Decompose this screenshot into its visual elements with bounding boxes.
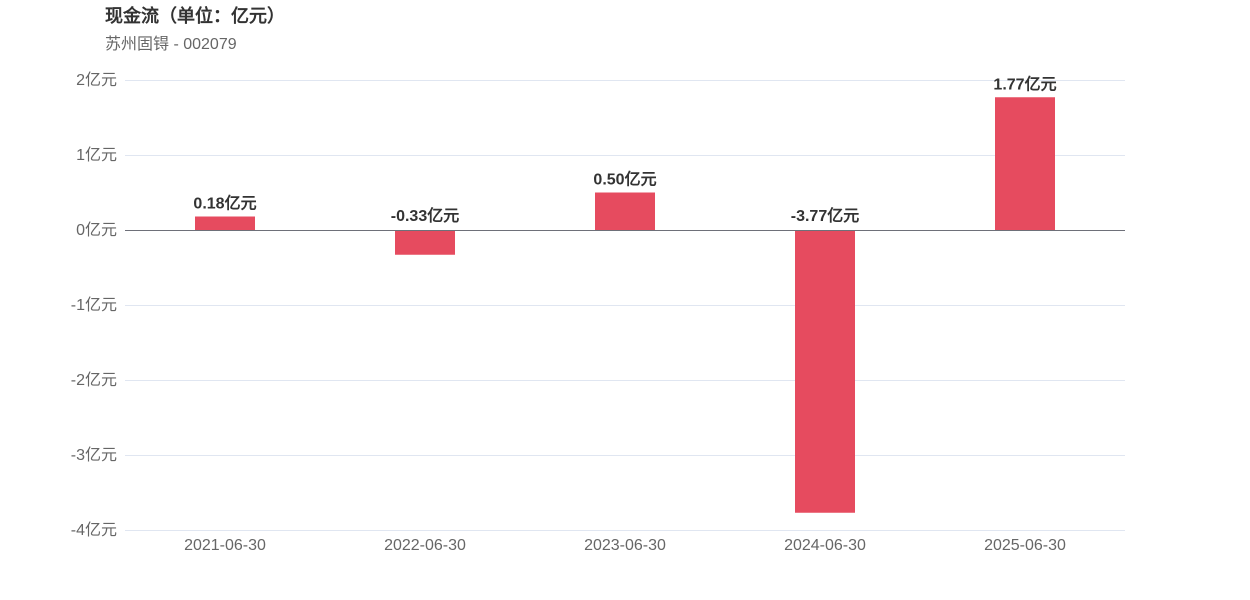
data-label: 0.50亿元 [593,170,656,189]
y-tick-label: -2亿元 [71,371,117,389]
bar [395,230,455,255]
x-axis-tick-labels: 2021-06-30 2022-06-30 2023-06-30 2024-06-30… [184,537,1066,554]
bar [795,230,855,513]
x-tick-label: 2023-06-30 [584,537,666,554]
data-labels: 0.18亿元 -0.33亿元 0.50亿元 -3.77亿元 1.77亿元 [193,74,1056,225]
bar [195,216,255,230]
x-tick-label: 2025-06-30 [984,537,1066,554]
x-tick-label: 2021-06-30 [184,537,266,554]
bar [595,192,655,230]
data-label: -0.33亿元 [391,206,459,225]
bars [195,97,1055,513]
grid-lines [125,80,1125,531]
y-tick-label: 0亿元 [76,221,117,239]
y-tick-label: -4亿元 [71,521,117,539]
chart-subtitle: 苏州固锝 - 002079 [105,36,237,53]
data-label: -3.77亿元 [791,206,859,225]
bar [995,97,1055,230]
y-tick-label: -1亿元 [71,296,117,314]
data-label: 0.18亿元 [193,194,256,213]
y-tick-label: -3亿元 [71,446,117,464]
x-tick-label: 2024-06-30 [784,537,866,554]
y-axis-tick-labels: 2亿元 1亿元 0亿元 -1亿元 -2亿元 -3亿元 -4亿元 [71,71,117,539]
x-tick-label: 2022-06-30 [384,537,466,554]
y-tick-label: 2亿元 [76,71,117,89]
data-label: 1.77亿元 [993,74,1056,93]
chart-title: 现金流（单位：亿元） [105,6,285,26]
y-tick-label: 1亿元 [76,146,117,164]
